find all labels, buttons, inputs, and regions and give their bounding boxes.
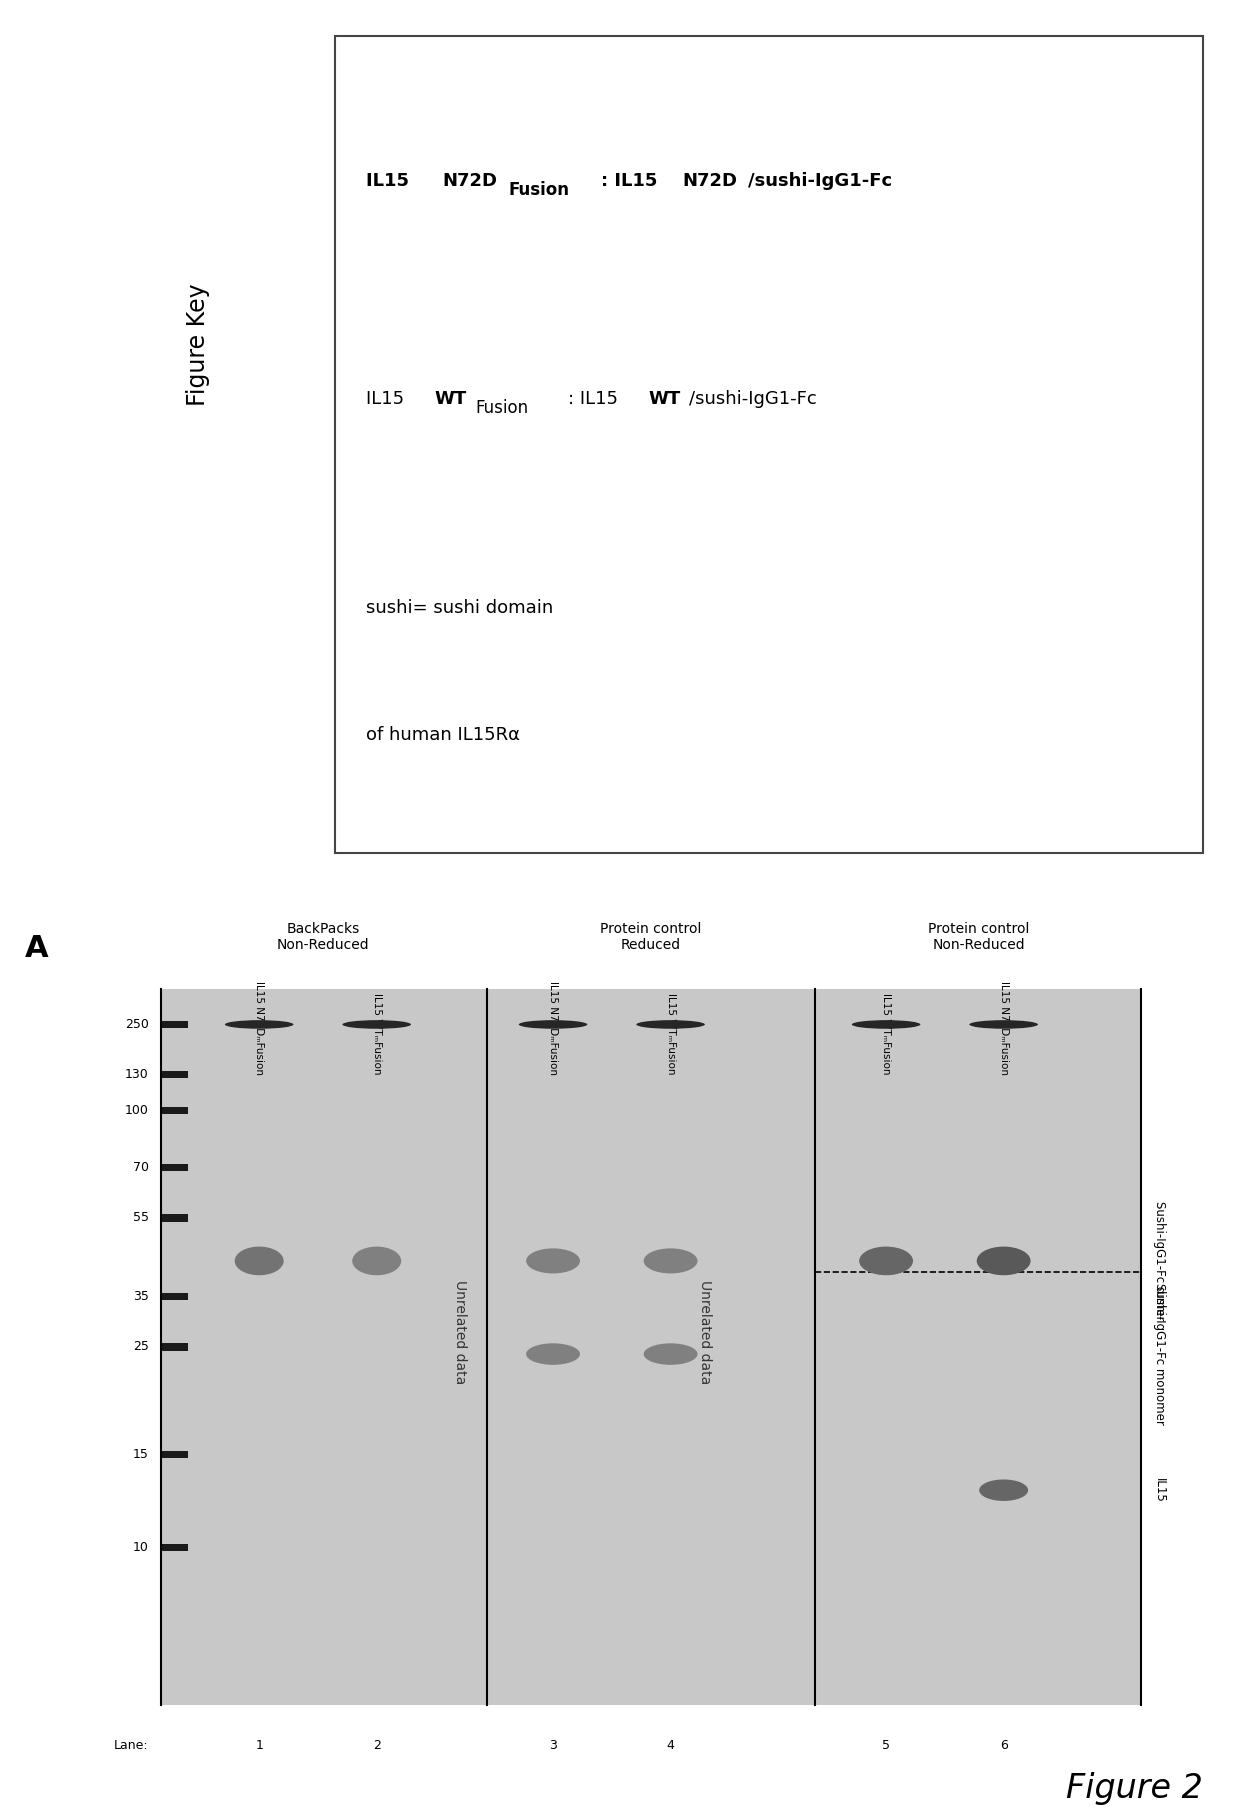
Text: 5: 5	[882, 1740, 890, 1752]
Ellipse shape	[644, 1248, 698, 1273]
Text: BackPacks
Non-Reduced: BackPacks Non-Reduced	[277, 922, 370, 952]
Text: of human IL15Rα: of human IL15Rα	[366, 726, 520, 744]
Ellipse shape	[636, 1019, 704, 1029]
Text: 3: 3	[549, 1740, 557, 1752]
FancyBboxPatch shape	[161, 989, 1141, 1705]
Ellipse shape	[526, 1248, 580, 1273]
Ellipse shape	[234, 1246, 284, 1275]
Text: 2: 2	[373, 1740, 381, 1752]
Ellipse shape	[352, 1246, 402, 1275]
Text: : IL15: : IL15	[601, 172, 665, 190]
Ellipse shape	[224, 1019, 294, 1029]
Text: IL15 WTₘFusion: IL15 WTₘFusion	[666, 992, 676, 1074]
Ellipse shape	[980, 1480, 1028, 1500]
Text: 70: 70	[133, 1161, 149, 1174]
Ellipse shape	[970, 1019, 1038, 1029]
FancyBboxPatch shape	[161, 1021, 188, 1029]
FancyBboxPatch shape	[161, 1214, 188, 1221]
Ellipse shape	[977, 1246, 1030, 1275]
Text: Figure 2: Figure 2	[1066, 1772, 1203, 1805]
Text: WT: WT	[649, 390, 681, 408]
Text: sushi= sushi domain: sushi= sushi domain	[366, 599, 553, 617]
Text: N72D: N72D	[443, 172, 497, 190]
FancyBboxPatch shape	[161, 1107, 188, 1114]
Text: IL15: IL15	[366, 390, 409, 408]
Text: 4: 4	[667, 1740, 675, 1752]
Text: 1: 1	[255, 1740, 263, 1752]
Ellipse shape	[342, 1019, 410, 1029]
Text: IL15: IL15	[1153, 1478, 1166, 1502]
Text: : IL15: : IL15	[568, 390, 624, 408]
Text: IL15 N72DₘFusion: IL15 N72DₘFusion	[254, 981, 264, 1074]
Text: Unrelated data: Unrelated data	[698, 1281, 712, 1384]
Ellipse shape	[518, 1019, 588, 1029]
Text: IL15: IL15	[366, 172, 415, 190]
Text: /sushi-IgG1-Fc: /sushi-IgG1-Fc	[689, 390, 817, 408]
Text: Sushi-IgG1-Fc dimer: Sushi-IgG1-Fc dimer	[1153, 1201, 1166, 1321]
Text: IL15 N72DₘFusion: IL15 N72DₘFusion	[998, 981, 1008, 1074]
Text: N72D: N72D	[682, 172, 737, 190]
FancyBboxPatch shape	[335, 36, 1203, 853]
Text: 130: 130	[125, 1068, 149, 1081]
Text: Protein control
Reduced: Protein control Reduced	[600, 922, 702, 952]
Ellipse shape	[852, 1019, 920, 1029]
FancyBboxPatch shape	[161, 1451, 188, 1458]
Text: 15: 15	[133, 1448, 149, 1460]
Text: Fusion: Fusion	[475, 399, 528, 417]
Ellipse shape	[526, 1344, 580, 1364]
Text: IL15 WTₘFusion: IL15 WTₘFusion	[882, 992, 892, 1074]
Ellipse shape	[644, 1344, 698, 1364]
Text: Sushi-IgG1-Fc monomer: Sushi-IgG1-Fc monomer	[1153, 1282, 1166, 1426]
Text: Lane:: Lane:	[114, 1740, 149, 1752]
Text: WT: WT	[434, 390, 466, 408]
Text: Unrelated data: Unrelated data	[453, 1281, 467, 1384]
Ellipse shape	[859, 1246, 913, 1275]
FancyBboxPatch shape	[161, 1165, 188, 1172]
Text: 25: 25	[133, 1341, 149, 1353]
Text: 6: 6	[999, 1740, 1008, 1752]
FancyBboxPatch shape	[161, 1544, 188, 1551]
Text: /sushi-IgG1-Fc: /sushi-IgG1-Fc	[748, 172, 892, 190]
Text: IL15 N72DₘFusion: IL15 N72DₘFusion	[548, 981, 558, 1074]
Text: 35: 35	[133, 1290, 149, 1302]
Text: 10: 10	[133, 1542, 149, 1555]
Text: 55: 55	[133, 1212, 149, 1224]
Text: Figure Key: Figure Key	[186, 283, 211, 406]
Text: IL15 WTₘFusion: IL15 WTₘFusion	[372, 992, 382, 1074]
Text: 250: 250	[125, 1018, 149, 1030]
FancyBboxPatch shape	[161, 1342, 188, 1350]
FancyBboxPatch shape	[161, 1070, 188, 1078]
Text: A: A	[25, 934, 48, 963]
Text: 100: 100	[125, 1105, 149, 1117]
Text: Fusion: Fusion	[508, 181, 569, 200]
Text: Protein control
Non-Reduced: Protein control Non-Reduced	[929, 922, 1030, 952]
FancyBboxPatch shape	[161, 1293, 188, 1301]
